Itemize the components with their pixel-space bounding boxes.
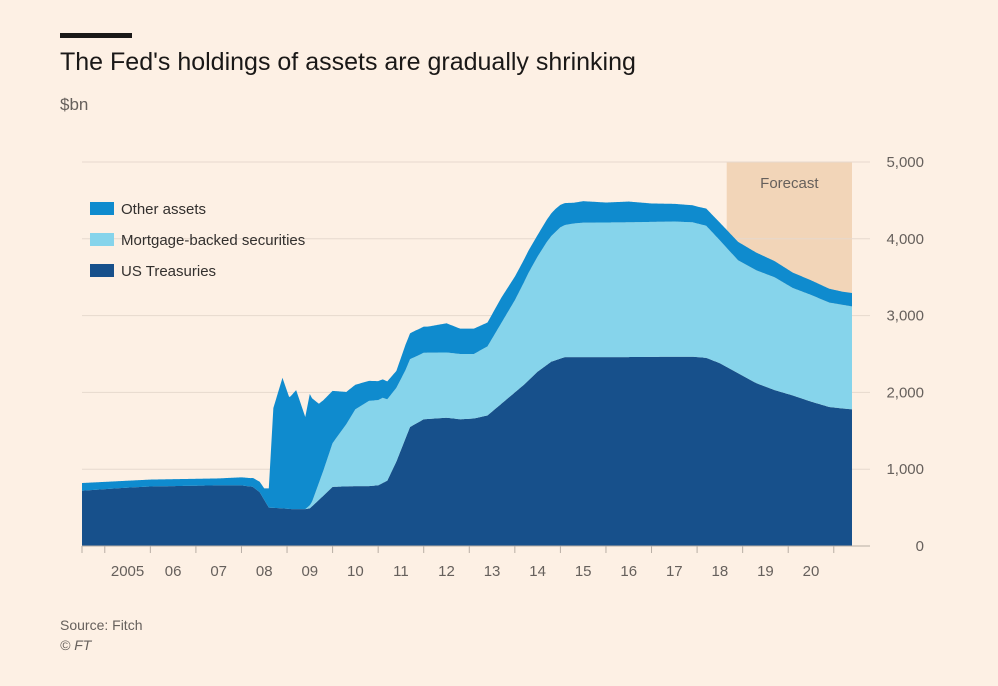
legend-swatch: [90, 233, 114, 246]
x-tick-label: 11: [393, 563, 409, 580]
y-tick-label: 0: [916, 538, 924, 555]
chart-title: The Fed's holdings of assets are gradual…: [60, 48, 636, 76]
y-tick-label: 4,000: [886, 231, 924, 248]
x-tick-label: 12: [438, 563, 455, 580]
source-note: Source: Fitch: [60, 617, 143, 633]
x-tick-label: 18: [712, 563, 729, 580]
area-us-treasuries: [82, 356, 852, 546]
x-tick-label: 13: [484, 563, 501, 580]
chart-unit-label: $bn: [60, 95, 89, 114]
x-tick-label: 20: [803, 563, 820, 580]
legend-label: Other assets: [121, 201, 206, 218]
legend-label: US Treasuries: [121, 263, 216, 280]
title-accent-bar: [60, 33, 132, 38]
x-tick-label: 16: [620, 563, 637, 580]
x-tick-label: 09: [301, 563, 318, 580]
y-tick-label: 1,000: [886, 461, 924, 478]
x-tick-label: 10: [347, 563, 364, 580]
forecast-label: Forecast: [760, 175, 819, 192]
x-tick-label: 08: [256, 563, 273, 580]
y-tick-label: 3,000: [886, 308, 924, 325]
x-tick-label: 07: [210, 563, 227, 580]
x-tick-label: 19: [757, 563, 774, 580]
y-tick-label: 5,000: [886, 154, 924, 171]
x-tick-label: 2005: [111, 563, 144, 580]
area-mortgage-backed-securities: [82, 221, 852, 510]
area-other-assets: [82, 201, 852, 510]
legend-swatch: [90, 264, 114, 277]
legend-swatch: [90, 202, 114, 215]
y-tick-label: 2,000: [886, 384, 924, 401]
x-tick-label: 06: [165, 563, 182, 580]
x-tick-label: 15: [575, 563, 592, 580]
x-tick-label: 17: [666, 563, 683, 580]
legend-label: Mortgage-backed securities: [121, 232, 305, 249]
x-tick-label: 14: [529, 563, 546, 580]
copyright-note: © FT: [60, 637, 92, 653]
